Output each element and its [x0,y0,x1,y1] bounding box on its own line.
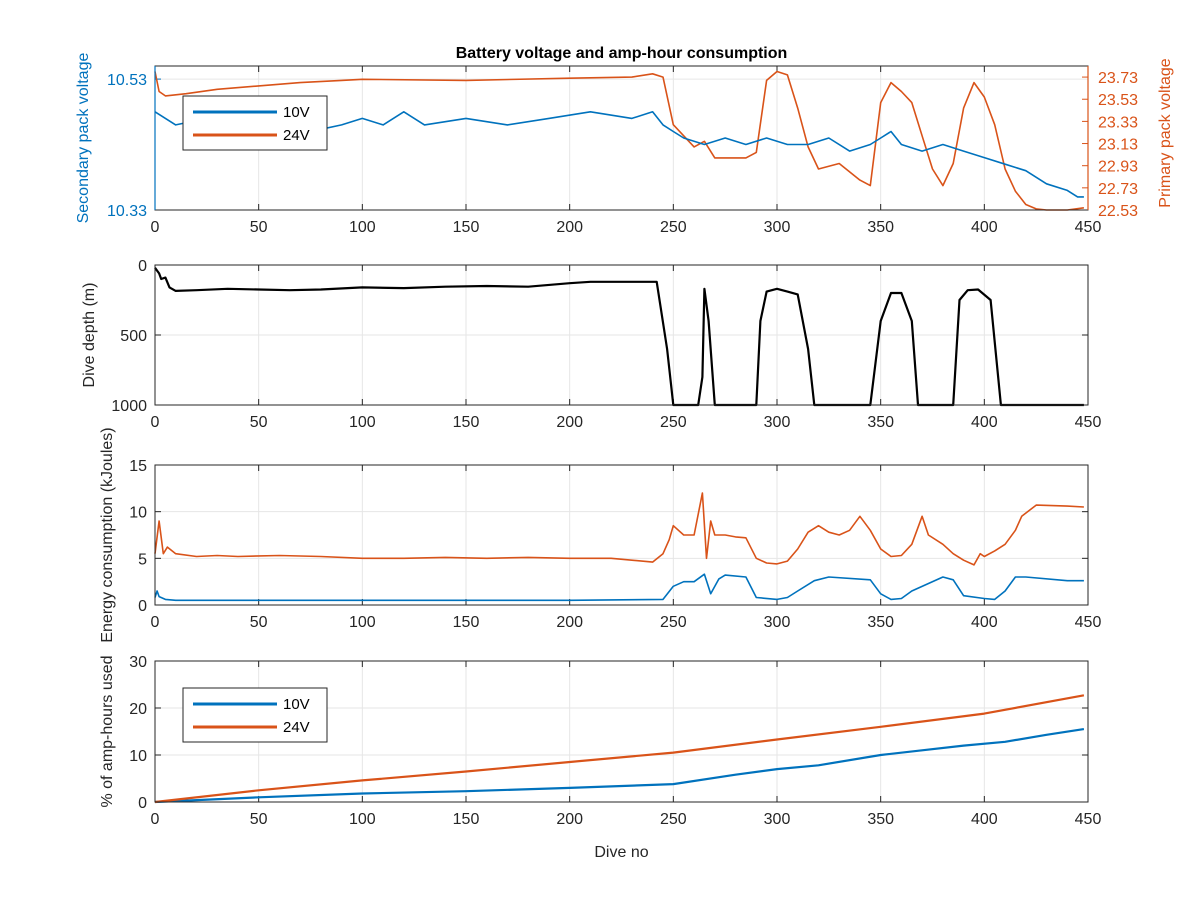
x-tick-label: 0 [151,219,160,236]
series-line-24V [154,492,1084,566]
x-tick-label: 0 [151,414,160,431]
x-tick-label: 150 [453,811,480,828]
x-tick-label: 450 [1075,414,1102,431]
series-24v-line [154,70,1085,211]
x-tick-label: 250 [660,414,687,431]
axes-frame [154,660,1089,803]
series-line-depth [154,267,1084,407]
x-tick-label: 100 [349,414,376,431]
y-axis-label: Energy consumption (kJoules) [99,427,116,642]
x-tick-label: 200 [556,219,583,236]
x-tick-label: 50 [250,219,268,236]
series-line-24V [154,694,1085,804]
x-tick-label: 200 [556,614,583,631]
y-axis-label-left: Secondary pack voltage [75,53,92,224]
chart-panel-3: 0 50 100 150 200 250 300 350 400 450 0 5 10 15 Energy … [99,427,1101,642]
voltage-chart: Battery voltage and amp-hour consumption… [75,45,1174,236]
series-line-10V [154,573,1084,602]
axes-frame [154,264,1089,406]
y-axis-label: % of amp-hours used [99,655,116,807]
legend-entry: 10V [283,104,310,121]
x-tick-label: 300 [764,414,791,431]
x-tick-label: 100 [349,219,376,236]
x-tick-label: 400 [971,811,998,828]
series-10v-line [154,111,1084,198]
x-tick-label: 100 [349,811,376,828]
x-tick-label: 150 [453,414,480,431]
x-tick-label: 0 [151,811,160,828]
x-tick-label: 400 [971,614,998,631]
legend-box [182,95,328,151]
y-tick-label-right: 22.53 [1098,203,1138,220]
x-tick-label: 0 [151,614,160,631]
y-tick-label: 0 [138,598,147,615]
legend-entry: 24V [283,719,310,736]
chart-title: Battery voltage and amp-hour consumption [456,45,788,62]
y-tick-label: 0 [138,795,147,812]
y-tick-label-right: 22.73 [1098,181,1138,198]
x-tick-label: 350 [867,614,894,631]
x-axis-label: Dive no [594,844,648,861]
y-tick-label: 5 [138,551,147,568]
x-tick-label: 400 [971,219,998,236]
x-tick-label: 250 [660,614,687,631]
legend-entry: 24V [283,127,310,144]
x-tick-label: 200 [556,811,583,828]
x-tick-label: 350 [867,219,894,236]
x-tick-label: 400 [971,414,998,431]
y-tick-label: 1000 [111,398,147,415]
y-tick-label-right: 22.93 [1098,159,1138,176]
x-tick-label: 150 [453,614,480,631]
x-tick-label: 250 [660,219,687,236]
legend-box [182,687,328,743]
y-tick-label-left: 10.33 [107,203,147,220]
x-tick-label: 450 [1075,219,1102,236]
y-tick-label: 10 [129,748,147,765]
x-tick-label: 250 [660,811,687,828]
y-tick-label: 20 [129,701,147,718]
y-tick-label-right: 23.33 [1098,114,1138,131]
y-tick-label-right: 23.53 [1098,92,1138,109]
y-tick-label: 10 [129,505,147,522]
y-tick-label-right: 23.73 [1098,70,1138,87]
x-tick-label: 200 [556,414,583,431]
y-axis-label: Dive depth (m) [81,283,98,388]
x-tick-label: 300 [764,219,791,236]
y-axis-label-right: Primary pack voltage [1157,58,1174,207]
x-tick-label: 100 [349,614,376,631]
x-tick-label: 300 [764,811,791,828]
x-tick-label: 150 [453,219,480,236]
x-tick-label: 350 [867,811,894,828]
y-tick-label-right: 23.13 [1098,137,1138,154]
y-tick-label: 500 [120,328,147,345]
x-tick-label: 50 [250,414,268,431]
y-tick-label-left: 10.53 [107,72,147,89]
series-line-10V [154,728,1085,804]
y-tick-label: 0 [138,258,147,275]
x-tick-label: 350 [867,414,894,431]
axes-frame [154,464,1089,606]
chart-panel-2: 0 50 100 150 200 250 300 350 400 450 0 500 1000 Dive … [81,258,1101,431]
x-tick-label: 50 [250,811,268,828]
chart-panel-4: 0 50 100 150 200 250 300 350 400 450 0 10 20 30 % of a… [99,654,1101,861]
x-tick-label: 450 [1075,811,1102,828]
x-tick-label: 450 [1075,614,1102,631]
x-tick-label: 300 [764,614,791,631]
x-tick-label: 50 [250,614,268,631]
legend-entry: 10V [283,696,310,713]
y-tick-label: 15 [129,458,147,475]
y-tick-label: 30 [129,654,147,671]
